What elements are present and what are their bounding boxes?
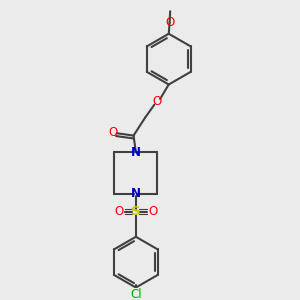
Text: N: N bbox=[131, 146, 141, 159]
Text: O: O bbox=[115, 205, 124, 218]
Text: N: N bbox=[131, 187, 141, 200]
Text: S: S bbox=[131, 205, 141, 218]
Text: O: O bbox=[148, 205, 157, 218]
Text: O: O bbox=[166, 16, 175, 29]
Text: O: O bbox=[109, 126, 118, 139]
Text: Cl: Cl bbox=[130, 288, 142, 300]
Text: O: O bbox=[153, 95, 162, 108]
